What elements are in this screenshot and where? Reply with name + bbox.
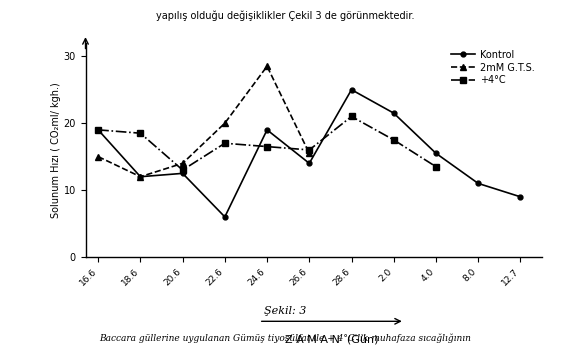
Text: yapılış olduğu değişiklikler Çekil 3 de görünmektedir.: yapılış olduğu değişiklikler Çekil 3 de … xyxy=(156,11,414,21)
Y-axis label: Solunum Hızı ( CO₂ml/ kgh.): Solunum Hızı ( CO₂ml/ kgh.) xyxy=(51,82,60,218)
Text: Şekil: 3: Şekil: 3 xyxy=(264,306,306,316)
Text: Z A M A N  (Gün): Z A M A N (Gün) xyxy=(285,334,378,344)
Legend: Kontrol, 2mM G.T.S., +4°C: Kontrol, 2mM G.T.S., +4°C xyxy=(449,48,536,87)
Text: Baccara güllerine uygulanan Gümüş tiyosülfat ile + 4°C'lik muhafaza sıcağlığının: Baccara güllerine uygulanan Gümüş tiyosü… xyxy=(99,333,471,343)
